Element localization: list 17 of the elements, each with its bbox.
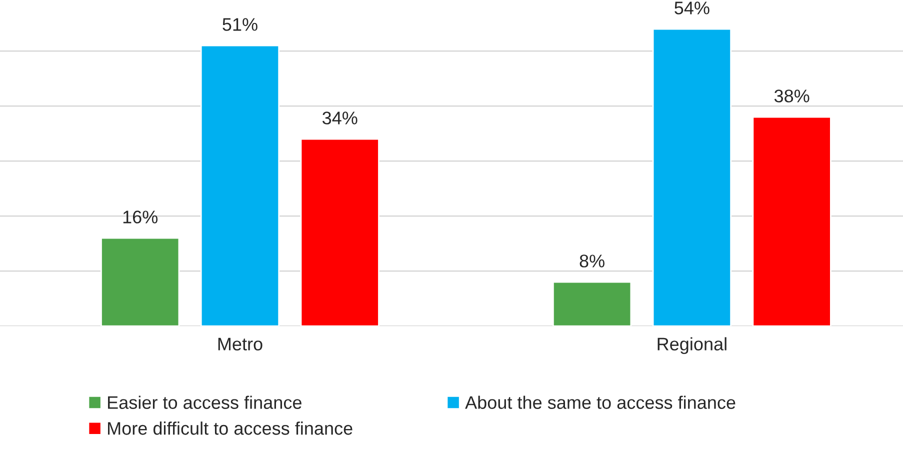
x-tick-label: Metro [218,338,262,350]
legend-label: About the same to access finance [465,396,736,409]
data-label: 51% [222,18,258,31]
bar [100,237,180,326]
data-label: 54% [674,2,710,14]
bar [300,138,380,326]
legend-label: Easier to access finance [108,396,302,409]
bar [552,281,632,326]
legend-label: More difficult to access finance [108,422,352,435]
bar [200,44,280,326]
bar [652,28,732,326]
x-tick-label: Regional [658,337,726,354]
bar [752,116,832,326]
data-label: 16% [123,210,158,224]
data-label: 8% [580,254,604,268]
data-label: 38% [774,90,810,102]
data-label: 34% [322,112,358,124]
